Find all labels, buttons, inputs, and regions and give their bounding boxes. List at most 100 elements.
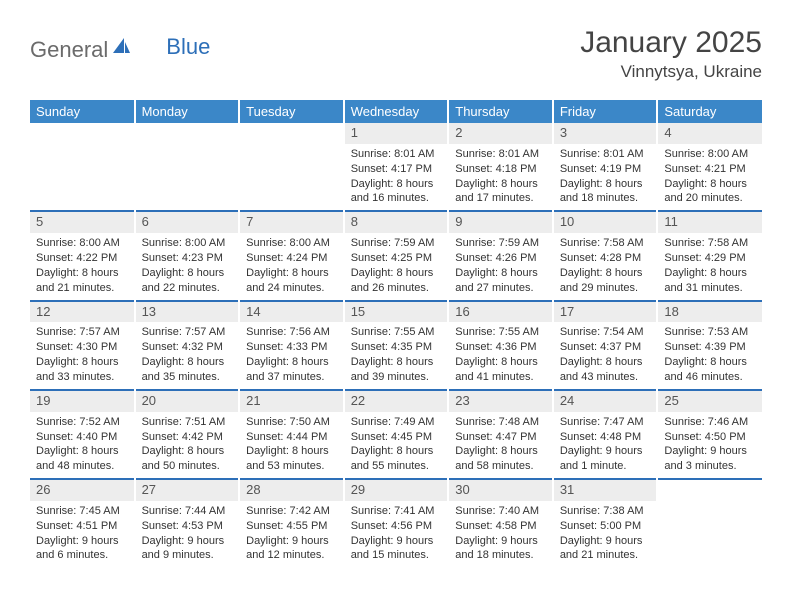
calendar-day-cell: 9Sunrise: 7:59 AMSunset: 4:26 PMDaylight…	[448, 211, 553, 300]
calendar-day-cell: 27Sunrise: 7:44 AMSunset: 4:53 PMDayligh…	[135, 479, 240, 567]
day-number: 8	[345, 212, 448, 233]
day-number: 26	[30, 480, 134, 501]
title-block: January 2025 Vinnytsya, Ukraine	[580, 26, 762, 82]
month-title: January 2025	[580, 26, 762, 60]
day-number: 4	[658, 123, 762, 144]
day-number: 25	[658, 391, 762, 412]
calendar-day-cell: 2Sunrise: 8:01 AMSunset: 4:18 PMDaylight…	[448, 123, 553, 211]
day-details: Sunrise: 7:49 AMSunset: 4:45 PMDaylight:…	[345, 412, 448, 478]
calendar-day-cell: 20Sunrise: 7:51 AMSunset: 4:42 PMDayligh…	[135, 390, 240, 479]
day-details: Sunrise: 7:52 AMSunset: 4:40 PMDaylight:…	[30, 412, 134, 478]
day-details: Sunrise: 7:42 AMSunset: 4:55 PMDaylight:…	[240, 501, 343, 567]
calendar-day-cell: 30Sunrise: 7:40 AMSunset: 4:58 PMDayligh…	[448, 479, 553, 567]
header: General Blue January 2025 Vinnytsya, Ukr…	[30, 26, 762, 82]
day-number: 29	[345, 480, 448, 501]
day-number: 20	[136, 391, 239, 412]
calendar-day-cell: 31Sunrise: 7:38 AMSunset: 5:00 PMDayligh…	[553, 479, 658, 567]
day-number: 6	[136, 212, 239, 233]
calendar-week-row: 5Sunrise: 8:00 AMSunset: 4:22 PMDaylight…	[30, 211, 762, 300]
calendar-day-cell: 10Sunrise: 7:58 AMSunset: 4:28 PMDayligh…	[553, 211, 658, 300]
calendar-day-cell: 29Sunrise: 7:41 AMSunset: 4:56 PMDayligh…	[344, 479, 449, 567]
logo-text-general: General	[30, 37, 108, 63]
day-details: Sunrise: 7:51 AMSunset: 4:42 PMDaylight:…	[136, 412, 239, 478]
location: Vinnytsya, Ukraine	[580, 62, 762, 82]
calendar-day-cell: 22Sunrise: 7:49 AMSunset: 4:45 PMDayligh…	[344, 390, 449, 479]
calendar-day-cell: 16Sunrise: 7:55 AMSunset: 4:36 PMDayligh…	[448, 301, 553, 390]
calendar-day-cell	[657, 479, 762, 567]
weekday-header: Saturday	[657, 100, 762, 123]
weekday-header: Wednesday	[344, 100, 449, 123]
calendar-day-cell: 13Sunrise: 7:57 AMSunset: 4:32 PMDayligh…	[135, 301, 240, 390]
day-number: 23	[449, 391, 552, 412]
day-number-empty	[30, 123, 134, 144]
day-details: Sunrise: 8:01 AMSunset: 4:18 PMDaylight:…	[449, 144, 552, 210]
calendar-week-row: 26Sunrise: 7:45 AMSunset: 4:51 PMDayligh…	[30, 479, 762, 567]
day-details: Sunrise: 7:46 AMSunset: 4:50 PMDaylight:…	[658, 412, 762, 478]
day-number: 30	[449, 480, 552, 501]
day-number-empty	[658, 480, 762, 501]
calendar-day-cell: 14Sunrise: 7:56 AMSunset: 4:33 PMDayligh…	[239, 301, 344, 390]
calendar-day-cell: 15Sunrise: 7:55 AMSunset: 4:35 PMDayligh…	[344, 301, 449, 390]
day-details: Sunrise: 7:50 AMSunset: 4:44 PMDaylight:…	[240, 412, 343, 478]
day-number: 18	[658, 302, 762, 323]
day-details: Sunrise: 7:45 AMSunset: 4:51 PMDaylight:…	[30, 501, 134, 567]
calendar-day-cell: 3Sunrise: 8:01 AMSunset: 4:19 PMDaylight…	[553, 123, 658, 211]
day-number-empty	[136, 123, 239, 144]
calendar-day-cell: 12Sunrise: 7:57 AMSunset: 4:30 PMDayligh…	[30, 301, 135, 390]
day-number: 31	[554, 480, 657, 501]
day-details: Sunrise: 7:48 AMSunset: 4:47 PMDaylight:…	[449, 412, 552, 478]
weekday-header: Thursday	[448, 100, 553, 123]
day-number: 7	[240, 212, 343, 233]
day-number: 19	[30, 391, 134, 412]
day-number: 9	[449, 212, 552, 233]
day-details: Sunrise: 7:58 AMSunset: 4:29 PMDaylight:…	[658, 233, 762, 299]
day-number: 24	[554, 391, 657, 412]
calendar-day-cell: 26Sunrise: 7:45 AMSunset: 4:51 PMDayligh…	[30, 479, 135, 567]
weekday-header: Tuesday	[239, 100, 344, 123]
day-number: 2	[449, 123, 552, 144]
day-number: 16	[449, 302, 552, 323]
calendar-day-cell: 23Sunrise: 7:48 AMSunset: 4:47 PMDayligh…	[448, 390, 553, 479]
day-number: 1	[345, 123, 448, 144]
calendar-day-cell	[239, 123, 344, 211]
weekday-header: Monday	[135, 100, 240, 123]
weekday-header-row: SundayMondayTuesdayWednesdayThursdayFrid…	[30, 100, 762, 123]
day-details: Sunrise: 8:00 AMSunset: 4:24 PMDaylight:…	[240, 233, 343, 299]
day-details: Sunrise: 7:44 AMSunset: 4:53 PMDaylight:…	[136, 501, 239, 567]
day-number: 15	[345, 302, 448, 323]
calendar-week-row: 1Sunrise: 8:01 AMSunset: 4:17 PMDaylight…	[30, 123, 762, 211]
day-details: Sunrise: 8:01 AMSunset: 4:19 PMDaylight:…	[554, 144, 657, 210]
day-details: Sunrise: 7:59 AMSunset: 4:25 PMDaylight:…	[345, 233, 448, 299]
calendar-day-cell: 11Sunrise: 7:58 AMSunset: 4:29 PMDayligh…	[657, 211, 762, 300]
calendar-table: SundayMondayTuesdayWednesdayThursdayFrid…	[30, 100, 762, 567]
day-number: 21	[240, 391, 343, 412]
calendar-week-row: 19Sunrise: 7:52 AMSunset: 4:40 PMDayligh…	[30, 390, 762, 479]
calendar-day-cell	[135, 123, 240, 211]
day-number-empty	[240, 123, 343, 144]
day-number: 22	[345, 391, 448, 412]
calendar-day-cell: 4Sunrise: 8:00 AMSunset: 4:21 PMDaylight…	[657, 123, 762, 211]
logo-text-blue: Blue	[166, 34, 210, 60]
day-details: Sunrise: 7:57 AMSunset: 4:32 PMDaylight:…	[136, 322, 239, 388]
day-details: Sunrise: 7:54 AMSunset: 4:37 PMDaylight:…	[554, 322, 657, 388]
day-number: 13	[136, 302, 239, 323]
calendar-day-cell: 18Sunrise: 7:53 AMSunset: 4:39 PMDayligh…	[657, 301, 762, 390]
logo-sail-icon	[110, 36, 132, 63]
calendar-day-cell: 24Sunrise: 7:47 AMSunset: 4:48 PMDayligh…	[553, 390, 658, 479]
day-details: Sunrise: 7:59 AMSunset: 4:26 PMDaylight:…	[449, 233, 552, 299]
calendar-day-cell: 6Sunrise: 8:00 AMSunset: 4:23 PMDaylight…	[135, 211, 240, 300]
calendar-day-cell: 19Sunrise: 7:52 AMSunset: 4:40 PMDayligh…	[30, 390, 135, 479]
calendar-day-cell: 17Sunrise: 7:54 AMSunset: 4:37 PMDayligh…	[553, 301, 658, 390]
weekday-header: Sunday	[30, 100, 135, 123]
day-number: 28	[240, 480, 343, 501]
day-details: Sunrise: 7:55 AMSunset: 4:36 PMDaylight:…	[449, 322, 552, 388]
calendar-day-cell	[30, 123, 135, 211]
day-number: 14	[240, 302, 343, 323]
day-details: Sunrise: 7:53 AMSunset: 4:39 PMDaylight:…	[658, 322, 762, 388]
day-details: Sunrise: 7:55 AMSunset: 4:35 PMDaylight:…	[345, 322, 448, 388]
calendar-week-row: 12Sunrise: 7:57 AMSunset: 4:30 PMDayligh…	[30, 301, 762, 390]
day-number: 3	[554, 123, 657, 144]
day-details: Sunrise: 7:57 AMSunset: 4:30 PMDaylight:…	[30, 322, 134, 388]
calendar-day-cell: 28Sunrise: 7:42 AMSunset: 4:55 PMDayligh…	[239, 479, 344, 567]
weekday-header: Friday	[553, 100, 658, 123]
